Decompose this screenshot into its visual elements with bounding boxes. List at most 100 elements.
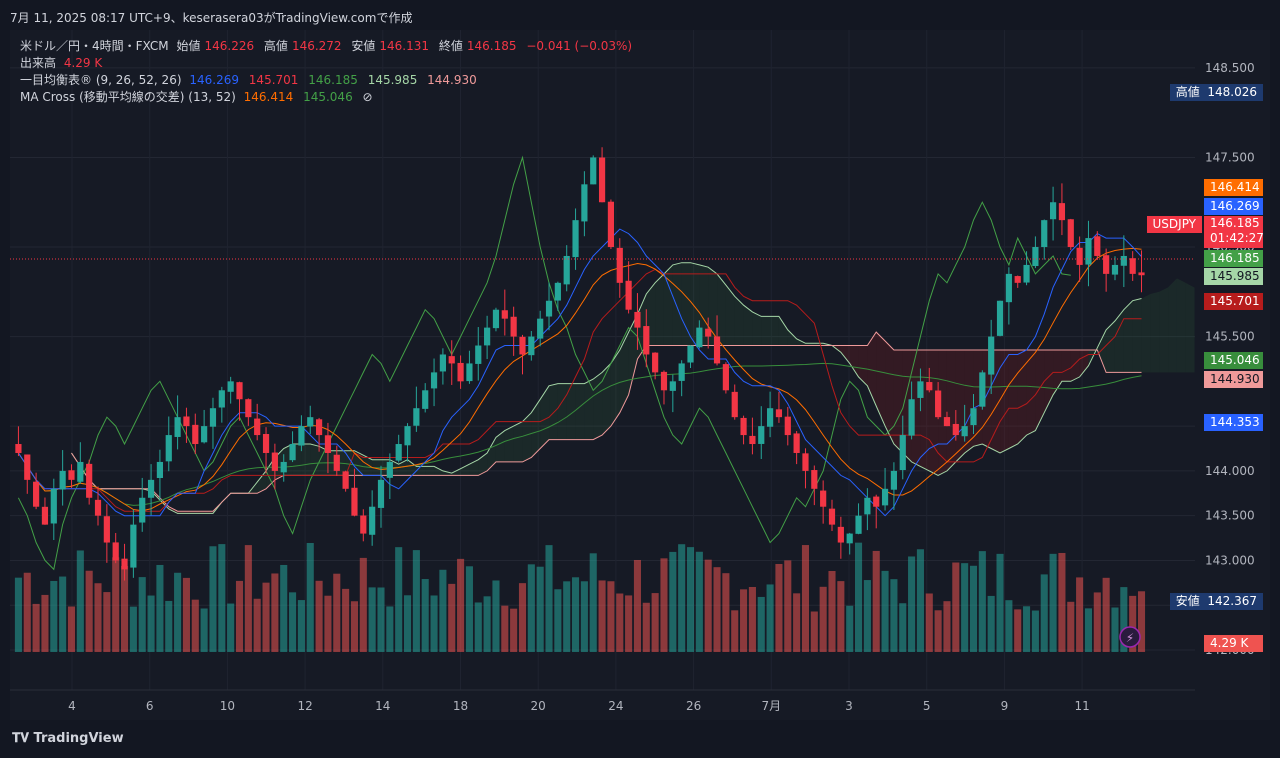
volume-bar <box>465 566 473 652</box>
kijun-tag: 145.701 <box>1204 293 1263 310</box>
high-label: 高値 <box>263 39 288 53</box>
volume-bar <box>474 602 482 652</box>
volume-bar <box>616 593 624 652</box>
alert-button[interactable] <box>1119 626 1141 648</box>
cross-level-tag: 144.353 <box>1204 414 1263 431</box>
volume-bar <box>483 596 491 652</box>
volume-bar <box>121 565 129 652</box>
cloud-segment <box>663 264 673 346</box>
candle-body <box>890 470 898 490</box>
cloud-segment <box>531 399 541 458</box>
volume-bar <box>262 582 270 652</box>
candle-body <box>1094 236 1101 256</box>
time-axis: 4 6 10 12 14 18 20 24 26 7月 3 5 9 11 <box>10 689 1195 713</box>
cloud-segment <box>911 350 921 467</box>
volume-bar <box>969 565 978 652</box>
volume-bar <box>174 572 182 652</box>
volume-bar <box>669 551 677 652</box>
candle-body <box>935 390 942 418</box>
candle-body <box>236 382 243 400</box>
volume-bar <box>412 550 420 652</box>
candle-body <box>103 516 110 543</box>
cloud-segment <box>1026 350 1036 436</box>
time-tick-label: 18 <box>453 699 468 713</box>
volume-bar <box>1102 577 1110 652</box>
open-value: 146.226 <box>204 39 255 53</box>
time-tick-label: 3 <box>845 699 853 713</box>
volume-bar <box>209 546 217 652</box>
chart-canvas[interactable]: 148.500147.500146.500145.500144.500144.0… <box>10 30 1270 720</box>
candle-body <box>1058 203 1066 221</box>
cloud-segment <box>257 470 267 494</box>
brand-logo[interactable]: 𝐓𝐕 TradingView <box>12 731 124 746</box>
volume-bar <box>854 542 863 652</box>
volume-bar <box>633 559 641 652</box>
candle-body <box>501 310 508 319</box>
volume-bar <box>510 608 518 652</box>
volume-bar <box>359 557 367 652</box>
volume-bar <box>1111 607 1119 652</box>
volume-bar <box>218 544 226 652</box>
volume-bar <box>536 566 544 652</box>
candle-body <box>590 157 597 185</box>
candle-body <box>112 542 119 561</box>
volume-bar <box>1058 552 1066 652</box>
high-tag-label: 高値 <box>1175 85 1200 99</box>
cloud-segment <box>522 412 532 462</box>
low-tag: 安値 142.367 <box>1169 593 1263 610</box>
legend-symbol-row[interactable]: 米ドル／円・4時間・FXCM 始値 146.226 高値 146.272 安値 146… <box>20 38 638 55</box>
ma-fast-value: 146.414 <box>243 90 294 104</box>
time-tick-label: 9 <box>1001 699 1009 713</box>
last-price-tag: 146.185 01:42:27 <box>1204 216 1264 248</box>
cloud-segment <box>787 329 797 346</box>
candle-body <box>377 479 385 508</box>
volume-bar <box>625 595 633 652</box>
candle-body <box>333 454 340 471</box>
candle-body <box>439 354 446 372</box>
chart-frame[interactable]: 148.500147.500146.500145.500144.500144.0… <box>10 30 1270 720</box>
volume-bar <box>554 589 562 652</box>
cloud-segment <box>460 464 470 476</box>
candle-body <box>864 497 871 515</box>
volume-bar <box>41 594 49 652</box>
cloud-segment <box>575 383 585 440</box>
cloud-segment <box>557 383 567 440</box>
volume-bar <box>881 570 889 652</box>
hidden-eye-icon[interactable]: ⊘ <box>362 90 373 104</box>
volume-bar <box>421 579 429 652</box>
volume-bar <box>1137 591 1146 652</box>
candle-body <box>758 426 765 444</box>
candle-body <box>33 481 40 507</box>
legend-volume-row[interactable]: 出来高 4.29 K <box>20 55 638 72</box>
volume-bar <box>1005 600 1013 652</box>
ma-fast-tag: 146.414 <box>1204 179 1263 196</box>
cloud-segment <box>761 316 771 346</box>
low-tag-label: 安値 <box>1175 594 1200 608</box>
candlesticks <box>15 147 1145 581</box>
cloud-segment <box>929 350 939 476</box>
volume-bar <box>952 562 960 652</box>
candle-body <box>793 433 800 453</box>
legend-ichimoku-row[interactable]: 一目均衡表® (9, 26, 52, 26) 146.269 145.701 1… <box>20 72 638 89</box>
candle-body <box>837 526 844 543</box>
candle-body <box>139 497 146 523</box>
volume-bar <box>987 595 995 652</box>
low-tag-value: 142.367 <box>1207 594 1257 608</box>
price-tick-label: 144.000 <box>1205 464 1255 478</box>
span-b-tag: 144.930 <box>1204 371 1263 388</box>
low-label: 安値 <box>351 39 376 53</box>
volume-label: 出来高 <box>20 56 57 70</box>
volume-bar <box>244 545 252 652</box>
cloud-segment <box>1097 329 1107 373</box>
candle-body <box>713 336 721 364</box>
candle-body <box>563 255 570 285</box>
candle-body <box>404 426 411 446</box>
volume-bar <box>457 558 465 652</box>
candle-body <box>572 220 579 258</box>
time-tick-label: 12 <box>297 699 312 713</box>
symbol-line[interactable]: 米ドル／円・4時間・FXCM <box>20 39 169 53</box>
legend-ma-row[interactable]: MA Cross (移動平均線の交差) (13, 52) 146.414 145… <box>20 89 638 106</box>
cloud-segment <box>770 316 779 346</box>
candle-body <box>881 488 889 506</box>
cloud-segment <box>734 296 744 346</box>
